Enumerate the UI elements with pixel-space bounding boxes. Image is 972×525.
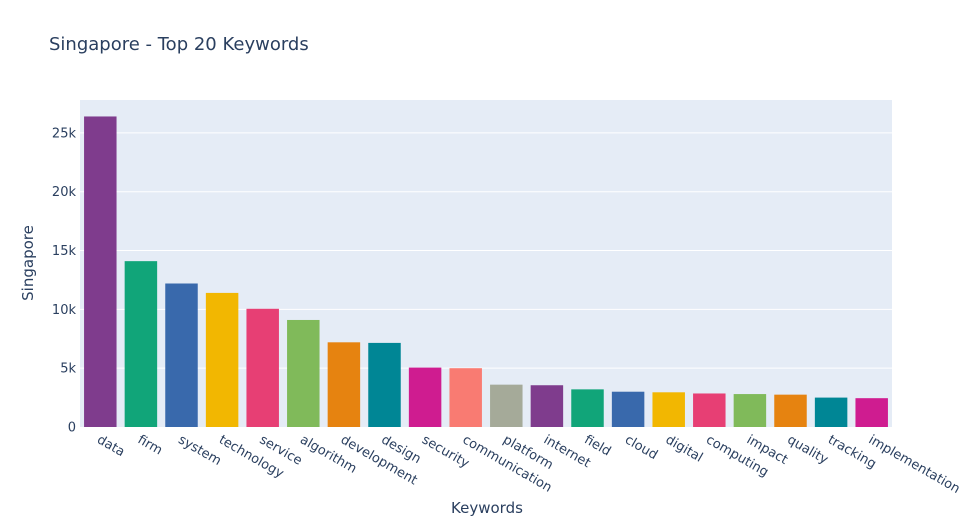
y-tick-label: 5k [60,362,76,377]
bar-design [368,342,401,427]
x-axis-title: Keywords [451,499,523,517]
y-axis-title: Singapore [19,225,37,301]
bar-computing [693,393,726,427]
bar-development [327,342,361,427]
bar-platform [490,384,523,427]
y-tick-label: 0 [68,421,76,436]
x-tick-label-system: system [176,432,224,468]
bar-firm [124,261,158,427]
x-tick-label-implementation: implementation [866,432,963,496]
bar-technology [205,292,239,427]
bar-field [571,389,604,427]
x-tick-label-data: data [94,432,127,460]
x-tick-label-firm: firm [135,432,165,458]
bar-implementation [855,398,888,427]
bar-communication [449,368,482,427]
bar-service [246,308,279,427]
bar-quality [774,394,807,427]
y-tick-label: 25k [52,126,77,141]
x-tick-label-quality: quality [785,432,831,467]
bar-tracking [814,397,848,427]
bar-internet [530,385,564,427]
bar-digital [652,392,685,427]
bar-security [408,367,442,427]
bars [84,116,888,428]
x-tick-label-digital: digital [663,432,705,465]
bar-cloud [611,391,645,427]
bar-algorithm [287,319,320,427]
y-tick-label: 10k [52,303,77,318]
x-axis-ticks: data firm systemtechnologyservicealgorithm… [94,432,962,496]
y-axis-ticks: 0 5k 10k 15k 20k 25k [52,126,77,435]
x-tick-label-cloud: cloud [622,432,660,463]
bar-system [165,283,198,427]
bar-impact [733,394,767,427]
plot-area [80,100,892,427]
y-tick-label: 20k [52,185,77,200]
chart-title: Singapore - Top 20 Keywords [49,34,309,55]
bar-data [84,116,117,428]
y-tick-label: 15k [52,244,77,259]
